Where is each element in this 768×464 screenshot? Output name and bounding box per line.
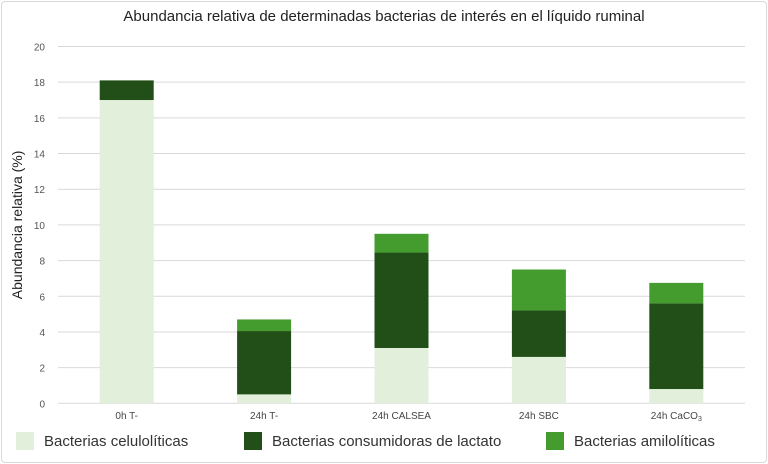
legend-item-celuloliticas: Bacterias celulolíticas [16, 432, 188, 450]
y-tick-label: 4 [39, 328, 45, 339]
bar-segment-0 [649, 389, 704, 404]
bar-segment-2 [374, 233, 429, 253]
bar-segment-0 [374, 347, 429, 404]
y-tick-label: 14 [34, 150, 46, 161]
bar-segment-0 [99, 100, 154, 404]
chart-title: Abundancia relativa de determinadas bact… [123, 8, 645, 25]
bar-segment-1 [237, 331, 292, 395]
legend-label: Bacterias consumidoras de lactato [272, 432, 502, 450]
x-tick-label: 24h CaCO3 [651, 411, 702, 423]
y-tick-label: 10 [34, 221, 46, 232]
y-tick-label: 6 [39, 292, 45, 303]
y-tick-label: 12 [34, 185, 46, 196]
legend-swatch [546, 432, 564, 450]
y-tick-label: 20 [34, 43, 46, 54]
legend-swatch [16, 432, 34, 450]
bar-segment-2 [511, 269, 566, 311]
bar-segment-2 [237, 319, 292, 332]
bar-segment-1 [511, 310, 566, 357]
legend-item-amiloliticas: Bacterias amilolíticas [546, 432, 715, 450]
bar-segment-1 [374, 252, 429, 348]
y-tick-label: 18 [34, 78, 46, 89]
bar-segment-1 [649, 303, 704, 390]
legend-label: Bacterias celulolíticas [44, 432, 189, 450]
y-axis-label: Abundancia relativa (%) [9, 151, 25, 300]
x-tick-label: 24h SBC [519, 411, 559, 422]
x-tick-label: 24h T- [250, 411, 278, 422]
y-tick-label: 0 [39, 399, 45, 410]
y-tick-label: 16 [34, 114, 46, 125]
bar-segment-2 [649, 282, 704, 304]
x-tick-label: 24h CALSEA [372, 411, 431, 422]
bar-segment-1 [99, 80, 154, 101]
bar-segment-0 [237, 394, 292, 404]
y-tick-label: 2 [39, 364, 45, 375]
bar-segment-0 [511, 356, 566, 404]
x-tick-label: 0h T- [115, 411, 138, 422]
y-tick-label: 8 [39, 257, 45, 268]
legend-swatch [244, 432, 262, 450]
legend-item-lactato: Bacterias consumidoras de lactato [244, 432, 501, 450]
legend-label: Bacterias amilolíticas [574, 432, 715, 450]
